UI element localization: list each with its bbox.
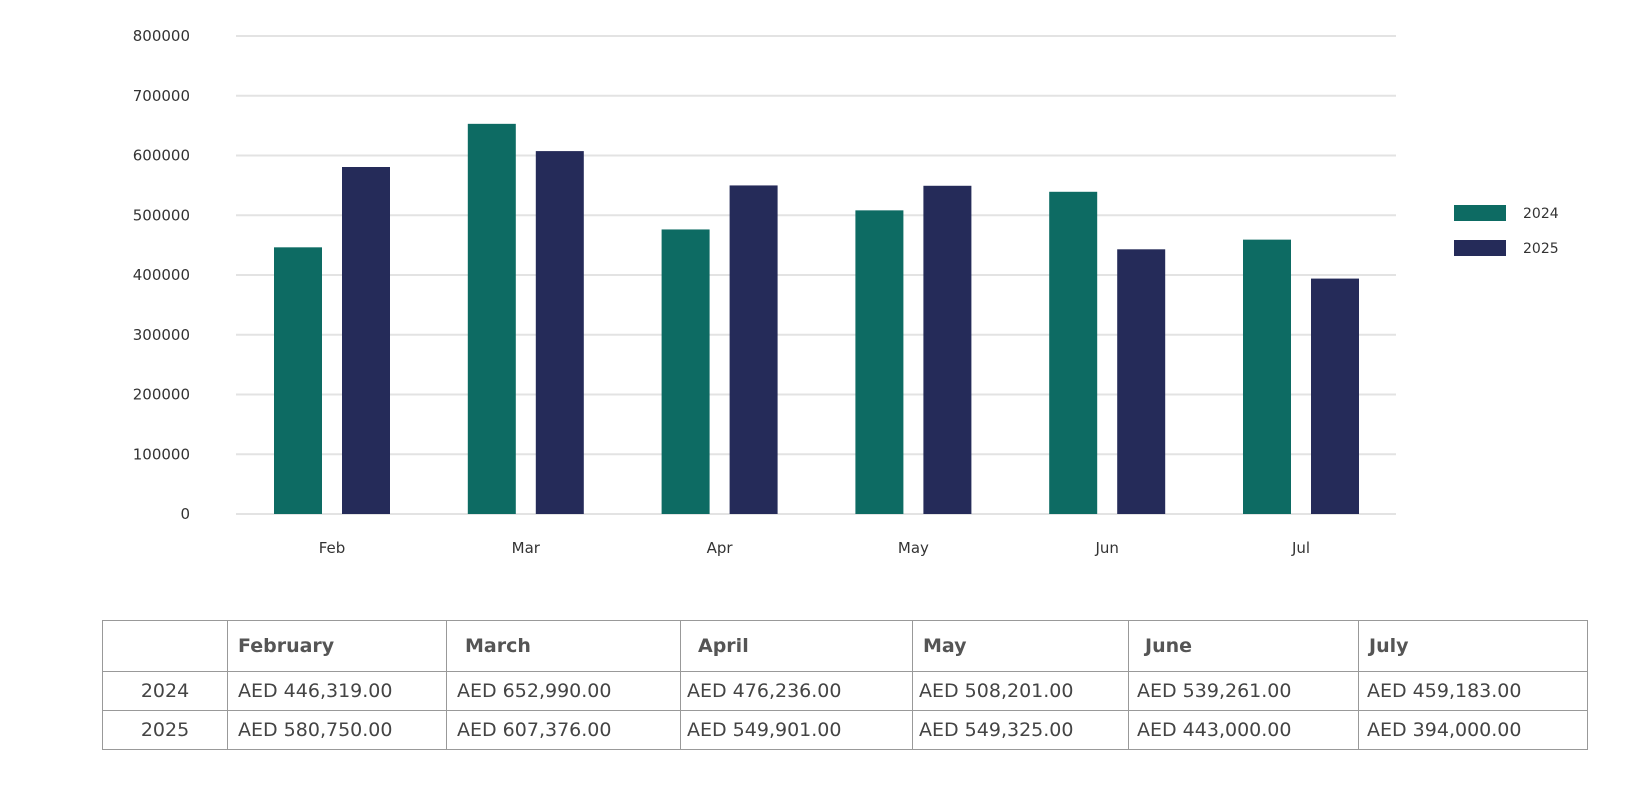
bar-2024-Mar — [467, 123, 516, 515]
y-tick-label: 600000 — [133, 147, 190, 165]
table-cell: AED 607,376.00 — [446, 710, 681, 750]
bar-2025-Jul — [1311, 278, 1359, 514]
x-tick-label: Jun — [1094, 539, 1118, 557]
bar-2025-Apr — [729, 185, 778, 515]
table-cell: AED 549,901.00 — [680, 710, 913, 750]
table-cell: AED 443,000.00 — [1128, 710, 1359, 750]
bar-2024-May — [855, 210, 904, 514]
bar-2025-May — [923, 185, 972, 514]
legend-label: 2024 — [1523, 206, 1559, 222]
table-cell: AED 549,325.00 — [912, 710, 1129, 750]
bar-2024-Feb — [274, 247, 322, 514]
table-row: 2024 AED 446,319.00 AED 652,990.00 AED 4… — [102, 671, 1588, 711]
bar-2024-Jun — [1049, 191, 1098, 514]
y-tick-label: 200000 — [133, 386, 190, 404]
table-header-row: February March April May June July — [102, 620, 1588, 672]
table-header: May — [912, 620, 1129, 672]
table-header: March — [446, 620, 681, 672]
table-cell: AED 476,236.00 — [680, 671, 913, 711]
x-tick-label: Jul — [1291, 539, 1310, 557]
bar-2025-Mar — [535, 151, 584, 514]
x-tick-label: May — [898, 539, 929, 557]
legend-label: 2025 — [1523, 241, 1559, 257]
y-tick-label: 500000 — [133, 206, 190, 224]
table-row: 2025 AED 580,750.00 AED 607,376.00 AED 5… — [102, 710, 1588, 750]
bar-chart: 0 100000 200000 300000 400000 500000 600000 700… — [133, 27, 1559, 557]
y-tick-label: 0 — [180, 505, 190, 523]
bar-2025-Feb — [342, 167, 390, 514]
table-header: July — [1358, 620, 1588, 672]
table-cell: AED 394,000.00 — [1358, 710, 1588, 750]
table-header: April — [680, 620, 913, 672]
y-tick-label: 700000 — [133, 87, 190, 105]
row-year: 2024 — [102, 671, 228, 711]
x-tick-label: Feb — [319, 539, 346, 557]
table-cell: AED 539,261.00 — [1128, 671, 1359, 711]
table-cell: AED 446,319.00 — [227, 671, 447, 711]
bar-2025-Jun — [1117, 249, 1166, 514]
row-year: 2025 — [102, 710, 228, 750]
legend-swatch-2025 — [1454, 240, 1506, 256]
y-tick-label: 300000 — [133, 326, 190, 344]
y-tick-label: 400000 — [133, 266, 190, 284]
table-header: February — [227, 620, 447, 672]
x-tick-label: Mar — [512, 539, 541, 557]
table-cell: AED 508,201.00 — [912, 671, 1129, 711]
table-header-empty — [102, 620, 228, 672]
table-cell: AED 652,990.00 — [446, 671, 681, 711]
bar-2024-Jul — [1243, 239, 1291, 514]
table-cell: AED 580,750.00 — [227, 710, 447, 750]
table-header: June — [1128, 620, 1359, 672]
y-tick-label: 100000 — [133, 445, 190, 463]
x-tick-label: Apr — [707, 539, 734, 557]
y-tick-label: 800000 — [133, 27, 190, 45]
bar-2024-Apr — [661, 229, 710, 515]
legend-swatch-2024 — [1454, 205, 1506, 221]
table-cell: AED 459,183.00 — [1358, 671, 1588, 711]
data-table: February March April May June July 2024 … — [102, 620, 1588, 750]
